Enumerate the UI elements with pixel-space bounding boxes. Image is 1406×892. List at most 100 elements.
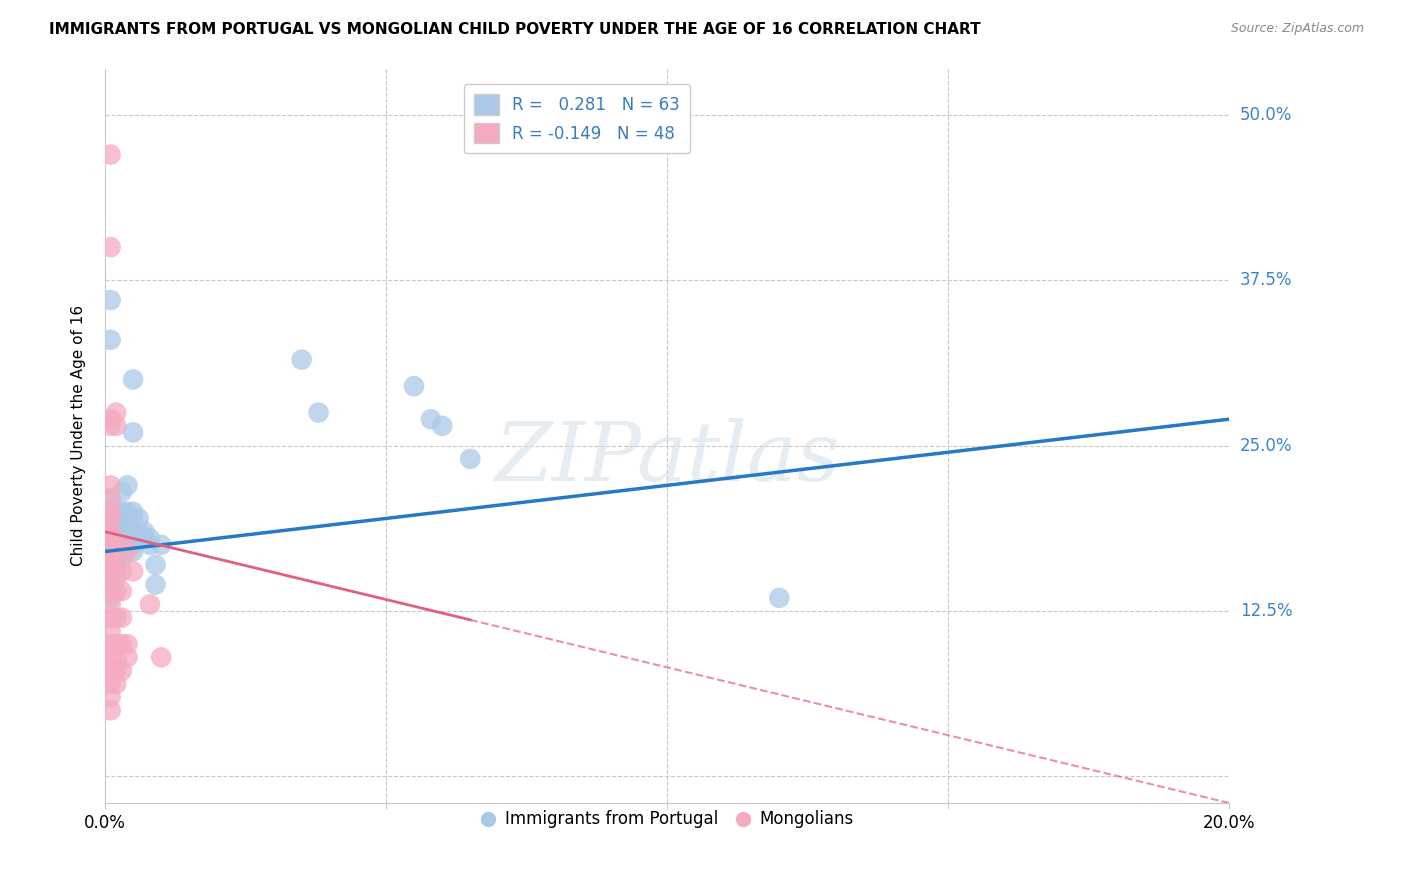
Point — [111, 551, 134, 566]
Point — [100, 650, 122, 665]
Point — [100, 333, 122, 347]
Point — [100, 577, 122, 591]
Point — [105, 524, 128, 539]
Point — [100, 544, 122, 558]
Point — [122, 565, 145, 579]
Point — [122, 531, 145, 545]
Point — [111, 511, 134, 525]
Point — [100, 610, 122, 624]
Point — [100, 571, 122, 585]
Point — [105, 650, 128, 665]
Point — [105, 406, 128, 420]
Legend: Immigrants from Portugal, Mongolians: Immigrants from Portugal, Mongolians — [474, 804, 860, 835]
Point — [100, 584, 122, 599]
Point — [100, 538, 122, 552]
Point — [105, 565, 128, 579]
Point — [105, 544, 128, 558]
Point — [111, 664, 134, 678]
Point — [100, 418, 122, 433]
Point — [100, 538, 122, 552]
Point — [105, 511, 128, 525]
Point — [111, 538, 134, 552]
Point — [100, 565, 122, 579]
Text: 0.0%: 0.0% — [84, 814, 127, 832]
Point — [139, 538, 162, 552]
Point — [768, 591, 790, 605]
Point — [100, 511, 122, 525]
Point — [458, 451, 481, 466]
Point — [100, 511, 122, 525]
Point — [105, 505, 128, 519]
Point — [111, 584, 134, 599]
Point — [291, 352, 314, 367]
Point — [105, 565, 128, 579]
Point — [100, 505, 122, 519]
Point — [100, 565, 122, 579]
Point — [100, 551, 122, 566]
Point — [100, 412, 122, 426]
Point — [100, 240, 122, 254]
Point — [134, 531, 156, 545]
Point — [100, 571, 122, 585]
Point — [105, 677, 128, 691]
Point — [100, 598, 122, 612]
Point — [100, 491, 122, 506]
Point — [419, 412, 441, 426]
Point — [145, 577, 167, 591]
Point — [105, 558, 128, 572]
Point — [122, 505, 145, 519]
Y-axis label: Child Poverty Under the Age of 16: Child Poverty Under the Age of 16 — [72, 305, 86, 566]
Point — [128, 524, 150, 539]
Point — [105, 538, 128, 552]
Point — [145, 558, 167, 572]
Point — [100, 524, 122, 539]
Point — [111, 524, 134, 539]
Text: IMMIGRANTS FROM PORTUGAL VS MONGOLIAN CHILD POVERTY UNDER THE AGE OF 16 CORRELAT: IMMIGRANTS FROM PORTUGAL VS MONGOLIAN CH… — [49, 22, 981, 37]
Point — [100, 637, 122, 651]
Text: 12.5%: 12.5% — [1240, 602, 1292, 620]
Point — [117, 505, 139, 519]
Point — [117, 544, 139, 558]
Point — [105, 571, 128, 585]
Point — [117, 538, 139, 552]
Point — [100, 531, 122, 545]
Point — [111, 518, 134, 533]
Point — [100, 551, 122, 566]
Point — [100, 624, 122, 638]
Point — [117, 524, 139, 539]
Point — [117, 478, 139, 492]
Point — [105, 544, 128, 558]
Text: ZIPatlas: ZIPatlas — [494, 417, 839, 498]
Point — [100, 147, 122, 161]
Point — [100, 505, 122, 519]
Point — [111, 531, 134, 545]
Point — [111, 565, 134, 579]
Text: 25.0%: 25.0% — [1240, 437, 1292, 455]
Point — [122, 538, 145, 552]
Point — [117, 650, 139, 665]
Text: Source: ZipAtlas.com: Source: ZipAtlas.com — [1230, 22, 1364, 36]
Point — [111, 538, 134, 552]
Point — [122, 425, 145, 440]
Point — [430, 418, 453, 433]
Point — [105, 418, 128, 433]
Point — [122, 372, 145, 386]
Point — [105, 531, 128, 545]
Point — [100, 293, 122, 307]
Point — [105, 610, 128, 624]
Text: 50.0%: 50.0% — [1240, 106, 1292, 124]
Point — [111, 610, 134, 624]
Point — [134, 524, 156, 539]
Point — [150, 650, 173, 665]
Text: 37.5%: 37.5% — [1240, 271, 1292, 289]
Point — [105, 637, 128, 651]
Point — [100, 478, 122, 492]
Point — [100, 591, 122, 605]
Point — [100, 584, 122, 599]
Point — [100, 690, 122, 704]
Point — [139, 531, 162, 545]
Point — [122, 544, 145, 558]
Point — [100, 544, 122, 558]
Text: 20.0%: 20.0% — [1202, 814, 1256, 832]
Point — [100, 531, 122, 545]
